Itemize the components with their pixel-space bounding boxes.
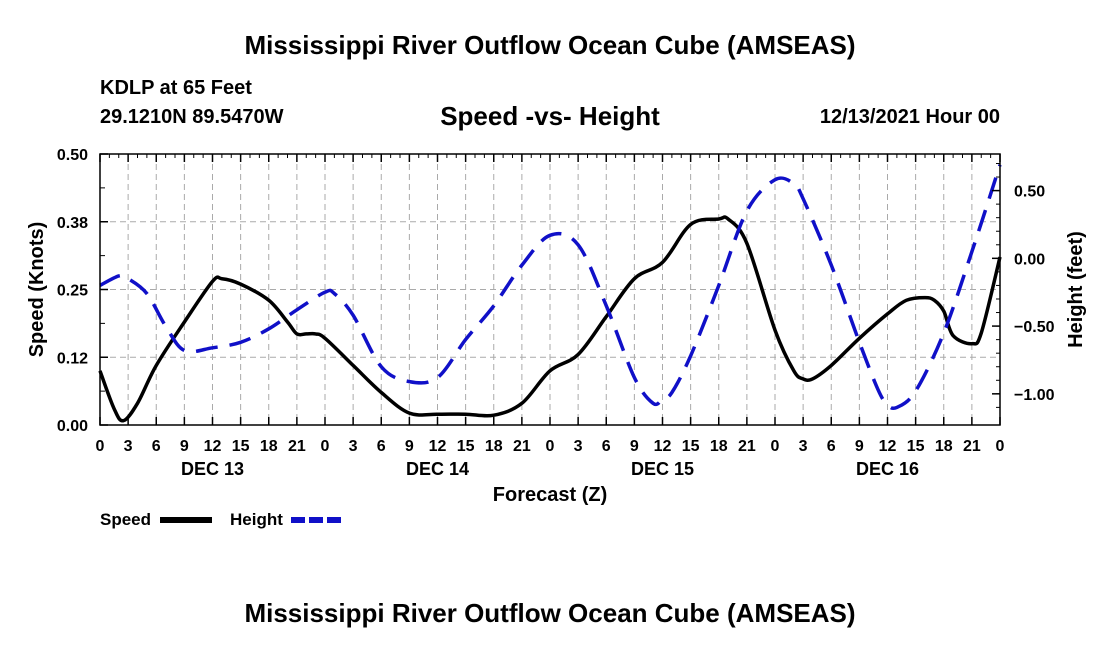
x-tick-label: 3 [799, 438, 808, 455]
y2-tick-label: 0.00 [1014, 251, 1045, 268]
day-label: DEC 16 [856, 459, 919, 479]
y-tick-label: 0.50 [57, 147, 88, 164]
series-layer [98, 164, 1002, 423]
series-speed-line [98, 215, 1002, 423]
x-tick-label: 0 [996, 438, 1005, 455]
x-tick-label: 18 [485, 438, 503, 455]
legend-label-height: Height [230, 510, 283, 529]
x-tick-label: 15 [457, 438, 475, 455]
series-height-line [99, 164, 1002, 411]
legend-label-speed: Speed [100, 510, 151, 529]
axis-ticks: 0 3 6 9 12 15 18 21 0 3 6 9 12 15 18 21 0 3 6 9 12 15 18 21 0 3 6 9… [57, 147, 1055, 479]
x-tick-label: 9 [630, 438, 639, 455]
chart-title: Mississippi River Outflow Ocean Cube (AM… [244, 30, 856, 60]
x-tick-label: 12 [204, 438, 222, 455]
x-tick-label: 12 [429, 438, 447, 455]
y2-axis-label: Height (feet) [1065, 231, 1087, 348]
x-tick-label: 0 [96, 438, 105, 455]
chart-subtitle: Speed -vs- Height [440, 101, 660, 131]
x-tick-label: 3 [349, 438, 358, 455]
x-tick-label: 6 [602, 438, 611, 455]
day-label: DEC 13 [181, 459, 244, 479]
x-tick-label: 0 [546, 438, 555, 455]
x-tick-label: 18 [260, 438, 278, 455]
x-tick-label: 12 [879, 438, 897, 455]
x-tick-label: 6 [377, 438, 386, 455]
x-tick-label: 15 [907, 438, 925, 455]
x-tick-label: 18 [710, 438, 728, 455]
grid [100, 154, 1000, 425]
legend: Speed Height [100, 510, 343, 529]
y2-tick-label: 0.50 [1014, 184, 1045, 201]
x-tick-label: 18 [935, 438, 953, 455]
station-label: KDLP at 65 Feet [100, 77, 252, 99]
x-tick-label: 15 [232, 438, 250, 455]
x-tick-label: 12 [654, 438, 672, 455]
x-tick-label: 6 [827, 438, 836, 455]
day-label: DEC 15 [631, 459, 694, 479]
y-axis-label: Speed (Knots) [26, 222, 48, 358]
coordinates-label: 29.1210N 89.5470W [100, 106, 284, 128]
day-label: DEC 14 [406, 459, 469, 479]
footer-title: Mississippi River Outflow Ocean Cube (AM… [244, 598, 856, 628]
y-tick-label: 0.25 [57, 283, 88, 300]
y-tick-label: 0.00 [57, 418, 88, 435]
x-tick-label: 3 [574, 438, 583, 455]
x-tick-label: 21 [513, 438, 531, 455]
y2-tick-label: −0.50 [1014, 319, 1055, 336]
x-tick-label: 0 [321, 438, 330, 455]
x-tick-label: 21 [738, 438, 756, 455]
x-tick-label: 21 [288, 438, 306, 455]
x-tick-label: 21 [963, 438, 981, 455]
x-tick-label: 0 [771, 438, 780, 455]
x-tick-label: 9 [405, 438, 414, 455]
forecast-timestamp: 12/13/2021 Hour 00 [819, 106, 1000, 128]
x-axis-label: Forecast (Z) [493, 484, 607, 506]
x-tick-label: 6 [152, 438, 161, 455]
y-tick-label: 0.12 [57, 350, 88, 367]
x-tick-label: 3 [124, 438, 133, 455]
y2-tick-label: −1.00 [1014, 387, 1055, 404]
x-tick-label: 9 [855, 438, 864, 455]
y-tick-label: 0.38 [57, 215, 88, 232]
x-tick-label: 15 [682, 438, 700, 455]
x-tick-label: 9 [180, 438, 189, 455]
